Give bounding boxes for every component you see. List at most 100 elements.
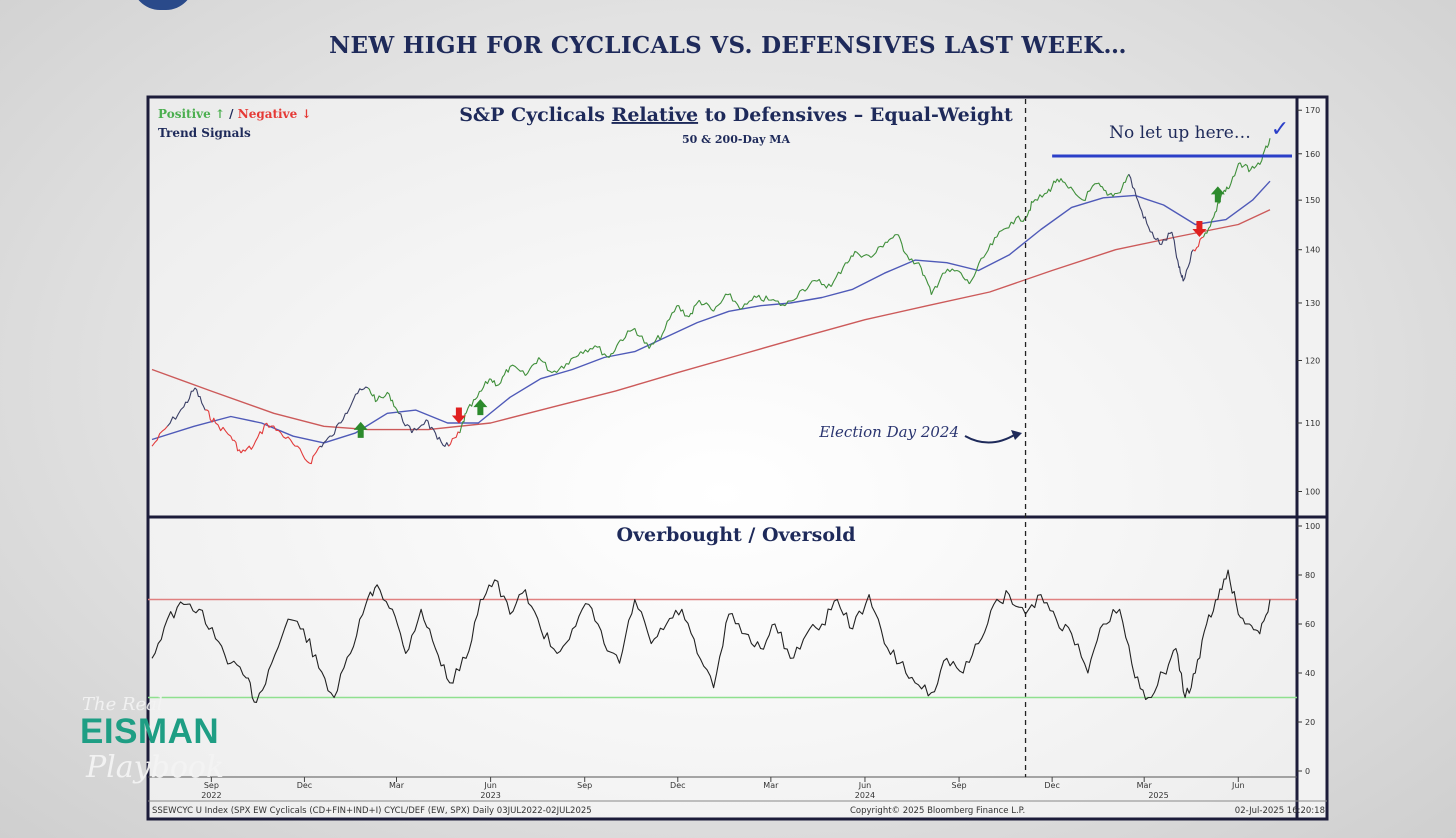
xtick-label: Sep <box>204 781 219 790</box>
xtick-label: Dec <box>670 781 685 790</box>
ratio-line-segment <box>1082 183 1098 202</box>
negative-signal-arrow <box>1192 220 1207 237</box>
xtick-label: Mar <box>389 781 405 790</box>
ratio-line-segment <box>816 278 832 289</box>
ratio-line-segment <box>240 445 254 454</box>
ratio-line-segment <box>309 445 321 465</box>
footer-source: SSEWCYC U Index (SPX EW Cyclicals (CD+FI… <box>152 806 592 816</box>
positive-signal-arrow <box>1210 186 1225 203</box>
ratio-line-segment <box>594 345 610 359</box>
footer-timestamp: 02-Jul-2025 16:20:18 <box>1235 806 1325 816</box>
ratio-line-segment <box>856 251 872 258</box>
ratio-line-segment <box>1161 231 1173 245</box>
ratio-line-segment <box>620 327 636 342</box>
xtick-label: Dec <box>1044 781 1059 790</box>
xtick-label: Jun <box>858 781 872 790</box>
ratio-line-segment <box>215 422 232 437</box>
ratio-line-segment <box>1010 215 1026 225</box>
osc-ytick-label: 20 <box>1305 718 1315 727</box>
negative-signal-arrow <box>451 407 466 424</box>
ratio-line-segment <box>319 435 333 448</box>
ratio-line-segment <box>1107 192 1119 197</box>
ratio-line-segment <box>1178 266 1184 282</box>
ratio-line-segment <box>1068 186 1084 201</box>
ratio-line-segment <box>1032 192 1048 203</box>
main-ytick-label: 100 <box>1305 487 1320 496</box>
legend-trend-signals: Trend Signals <box>158 126 251 140</box>
xtick-label: Sep <box>577 781 592 790</box>
ratio-line-segment <box>1202 216 1215 238</box>
ratio-line-segment <box>1128 174 1141 208</box>
brand-line3: Playbook <box>86 750 225 785</box>
brand-watermark: The Real EISMAN Playbook <box>80 694 250 794</box>
ratio-line-segment <box>756 294 771 302</box>
ratio-line-segment <box>1025 201 1034 218</box>
ratio-line-segment <box>367 387 378 403</box>
brand-line2: EISMAN <box>80 712 220 751</box>
ratio-line-segment <box>355 386 369 395</box>
ratio-line-segment <box>1261 138 1271 161</box>
election-day-label: Election Day 2024 <box>818 423 959 441</box>
ratio-line-segment <box>896 233 908 256</box>
ratio-line-segment <box>194 387 206 411</box>
ratio-line-segment <box>525 357 540 376</box>
oscillator-line <box>151 569 1271 703</box>
ratio-line-segment <box>1192 236 1204 252</box>
ratio-line-segment <box>1182 249 1194 282</box>
ratio-line-segment <box>436 436 450 447</box>
ratio-line-segment <box>1056 178 1069 189</box>
ratio-line-segment <box>1228 162 1241 189</box>
ratio-line-segment <box>1046 178 1058 194</box>
osc-ytick-label: 60 <box>1305 620 1315 629</box>
ma50-line <box>151 180 1271 444</box>
xtick-label: Jun <box>1231 781 1245 790</box>
ratio-line-segment <box>698 299 714 312</box>
ratio-line-segment <box>388 394 400 414</box>
ratio-line-segment <box>1150 231 1162 246</box>
ratio-line-segment <box>266 422 282 434</box>
positive-signal-arrow <box>473 399 488 416</box>
ratio-line-segment <box>205 409 217 424</box>
ratio-line-segment <box>930 272 944 295</box>
ratio-line-segment <box>830 262 846 287</box>
logo-emblem <box>132 0 194 10</box>
xtick-label: Sep <box>952 781 967 790</box>
y-axis-strip <box>1295 95 1329 821</box>
main-ytick-label: 150 <box>1305 196 1320 205</box>
ratio-line-segment <box>688 299 700 318</box>
ratio-line-segment <box>498 366 511 386</box>
ratio-line-segment <box>1250 160 1263 170</box>
ratio-line-segment <box>920 267 932 295</box>
ratio-line-segment <box>996 221 1012 238</box>
chart-panel <box>146 95 1299 821</box>
page-headline: NEW HIGH FOR CYCLICALS VS. DEFENSIVES LA… <box>329 32 1127 59</box>
osc-ytick-label: 80 <box>1305 571 1315 580</box>
footer-copyright: Copyright© 2025 Bloomberg Finance L.P. <box>850 806 1025 816</box>
ratio-line-segment <box>634 328 650 349</box>
ratio-line-segment <box>741 295 757 309</box>
ratio-line-segment <box>230 435 242 454</box>
ratio-line-segment <box>1239 162 1252 173</box>
main-ytick-label: 170 <box>1305 106 1320 115</box>
ratio-line-segment <box>538 357 553 374</box>
ratio-line-segment <box>1171 231 1180 268</box>
ratio-line-segment <box>956 269 970 285</box>
osc-ytick-label: 0 <box>1305 767 1310 776</box>
ratio-line-segment <box>183 387 196 408</box>
election-arrow <box>964 433 1017 444</box>
ratio-line-segment <box>1096 182 1108 196</box>
legend-slash: / <box>225 107 238 121</box>
ratio-line-segment <box>608 339 621 358</box>
legend-signals: Positive ↑ / Negative ↓ <box>158 107 311 121</box>
ratio-line-segment <box>551 363 567 374</box>
ma200-line <box>151 209 1271 431</box>
xtick-label: Dec <box>297 781 312 790</box>
main-ytick-label: 130 <box>1305 299 1320 308</box>
ratio-line-segment <box>580 345 596 355</box>
ratio-line-segment <box>968 256 984 285</box>
ratio-line-segment <box>465 396 478 414</box>
ratio-line-segment <box>295 445 310 464</box>
main-ytick-label: 140 <box>1305 246 1320 255</box>
ratio-line-segment <box>1139 207 1151 233</box>
